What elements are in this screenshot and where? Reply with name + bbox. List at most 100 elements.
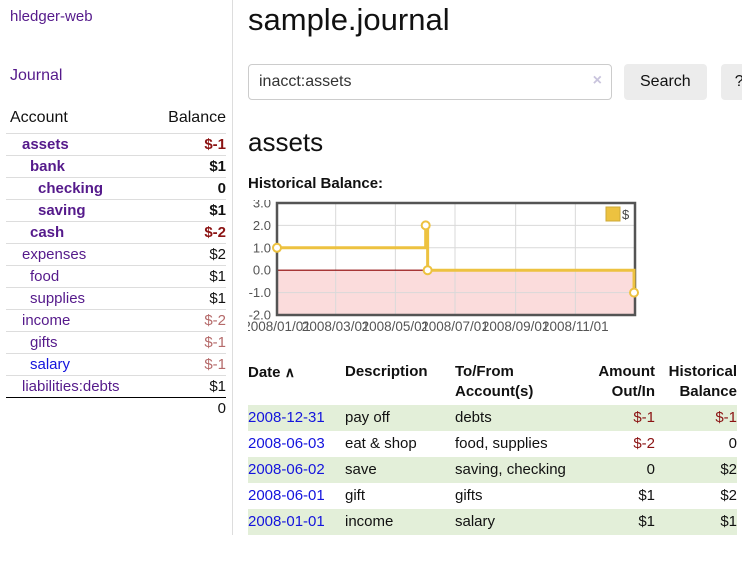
svg-text:2.0: 2.0 <box>253 218 271 233</box>
account-link-cash[interactable]: cash <box>30 224 65 241</box>
account-link-liabilities:debts[interactable]: liabilities:debts <box>22 378 120 395</box>
transaction-accounts: salary <box>455 513 496 530</box>
account-row: expenses $2 <box>6 243 226 265</box>
account-rows: assets $-1 bank $1 checking 0 saving $1 cash $-2 e… <box>6 133 226 397</box>
search-button[interactable]: Search <box>624 64 707 100</box>
account-balance: $1 <box>209 290 226 307</box>
sidebar: hledger-web Journal Account Balance asse… <box>0 0 233 535</box>
account-row: income $-2 <box>6 309 226 331</box>
sort-asc-icon: ∧ <box>284 364 295 380</box>
search-input[interactable] <box>248 64 612 100</box>
search-box: × <box>248 64 612 100</box>
page-title: sample.journal <box>248 2 450 37</box>
transaction-date-link[interactable]: 2008-06-02 <box>248 461 325 478</box>
account-row: cash $-2 <box>6 221 226 243</box>
column-header-balance: Historical Balance <box>668 363 737 400</box>
account-row: supplies $1 <box>6 287 226 309</box>
svg-text:-1.0: -1.0 <box>249 285 271 300</box>
transaction-description: gift <box>345 487 366 504</box>
svg-text:2008/03/01: 2008/03/01 <box>302 319 370 334</box>
account-column-header: Account <box>10 109 68 126</box>
transaction-amount: $-2 <box>633 435 655 452</box>
svg-text:2008/07/01: 2008/07/01 <box>421 319 489 334</box>
help-button[interactable]: ? <box>720 64 742 100</box>
chart-heading: Historical Balance: <box>248 175 384 192</box>
table-row: 2008-06-03 eat & shop food, supplies $-2 0 <box>248 431 737 457</box>
column-header-accounts: To/From Account(s) <box>455 363 534 400</box>
svg-text:2008/01/01: 2008/01/01 <box>248 319 311 334</box>
account-link-income[interactable]: income <box>22 312 71 329</box>
register-header-row: Date ∧ Description To/From Account(s) Am… <box>248 359 737 405</box>
svg-text:$: $ <box>622 207 630 222</box>
account-balance: $1 <box>209 158 226 175</box>
svg-text:2008/09/01: 2008/09/01 <box>482 319 550 334</box>
transaction-balance: $-1 <box>715 409 737 426</box>
account-link-checking[interactable]: checking <box>38 180 104 197</box>
transaction-description: save <box>345 461 377 478</box>
account-tree: Account Balance assets $-1 bank $1 checking 0… <box>6 107 226 419</box>
account-balance: $-2 <box>204 312 226 329</box>
register-table: Date ∧ Description To/From Account(s) Am… <box>248 359 737 535</box>
transaction-amount: 0 <box>646 461 655 478</box>
account-balance: $1 <box>209 202 226 219</box>
column-header-description: Description <box>345 363 428 380</box>
account-row: food $1 <box>6 265 226 287</box>
account-balance: $-1 <box>204 334 226 351</box>
transaction-accounts: gifts <box>455 487 483 504</box>
account-row: gifts $-1 <box>6 331 226 353</box>
table-row: 2008-12-31 pay off debts $-1 $-1 <box>248 405 737 431</box>
account-link-food[interactable]: food <box>30 268 60 285</box>
transaction-date-link[interactable]: 2008-06-01 <box>248 487 325 504</box>
transaction-amount: $-1 <box>633 409 655 426</box>
account-balance: $-2 <box>204 224 226 241</box>
account-link-expenses[interactable]: expenses <box>22 246 87 263</box>
column-header-amount: Amount Out/In <box>598 363 655 400</box>
account-link-gifts[interactable]: gifts <box>30 334 58 351</box>
svg-text:2008/05/01: 2008/05/01 <box>362 319 430 334</box>
account-link-bank[interactable]: bank <box>30 158 66 175</box>
transaction-date-link[interactable]: 2008-06-03 <box>248 435 325 452</box>
transaction-date-link[interactable]: 2008-12-31 <box>248 409 325 426</box>
total-balance: 0 <box>217 400 226 417</box>
main-content: sample.journal × Search ? assets Histori… <box>233 0 742 535</box>
account-tree-header: Account Balance <box>6 107 226 133</box>
table-row: 2008-06-02 save saving, checking 0 $2 <box>248 457 737 483</box>
search-form: × Search ? <box>248 64 742 100</box>
svg-text:-2.0: -2.0 <box>249 308 271 323</box>
account-balance: $-1 <box>204 136 226 153</box>
svg-text:2008/11/01: 2008/11/01 <box>542 319 609 334</box>
svg-text:1.0: 1.0 <box>253 240 271 255</box>
historical-balance-chart: 3.0 2.0 1.0 0.0 -1.0 -2.0 2008/01/01 2008/03/01… <box>248 200 742 346</box>
account-heading: assets <box>248 127 324 157</box>
transaction-balance: $2 <box>720 461 737 478</box>
account-total-row: 0 <box>6 397 226 419</box>
table-row: 2008-01-01 income salary $1 $1 <box>248 509 737 535</box>
svg-text:0.0: 0.0 <box>253 263 271 278</box>
transaction-description: pay off <box>345 409 390 426</box>
account-row: salary $-1 <box>6 353 226 375</box>
account-link-salary[interactable]: salary <box>30 356 71 373</box>
transaction-accounts: saving, checking <box>455 461 566 478</box>
transaction-accounts: food, supplies <box>455 435 548 452</box>
account-row: checking 0 <box>6 177 226 199</box>
transaction-balance: $1 <box>720 513 737 530</box>
account-row: saving $1 <box>6 199 226 221</box>
page: hledger-web Journal Account Balance asse… <box>0 0 742 535</box>
transaction-description: income <box>345 513 394 530</box>
transaction-amount: $1 <box>638 513 655 530</box>
account-balance: $-1 <box>204 356 226 373</box>
transaction-date-link[interactable]: 2008-01-01 <box>248 513 325 530</box>
account-balance: $1 <box>209 268 226 285</box>
column-header-date[interactable]: Date ∧ <box>248 364 295 381</box>
sidebar-item-journal[interactable]: Journal <box>10 67 63 84</box>
account-link-supplies[interactable]: supplies <box>30 290 86 307</box>
table-row: 2008-06-01 gift gifts $1 $2 <box>248 483 737 509</box>
account-link-saving[interactable]: saving <box>38 202 86 219</box>
transaction-description: eat & shop <box>345 435 417 452</box>
account-link-assets[interactable]: assets <box>22 136 69 153</box>
balance-column-header: Balance <box>168 109 226 126</box>
brand-link[interactable]: hledger-web <box>10 8 93 25</box>
svg-text:3.0: 3.0 <box>253 200 271 211</box>
account-balance: $1 <box>209 378 226 395</box>
clear-search-icon[interactable]: × <box>592 72 602 89</box>
